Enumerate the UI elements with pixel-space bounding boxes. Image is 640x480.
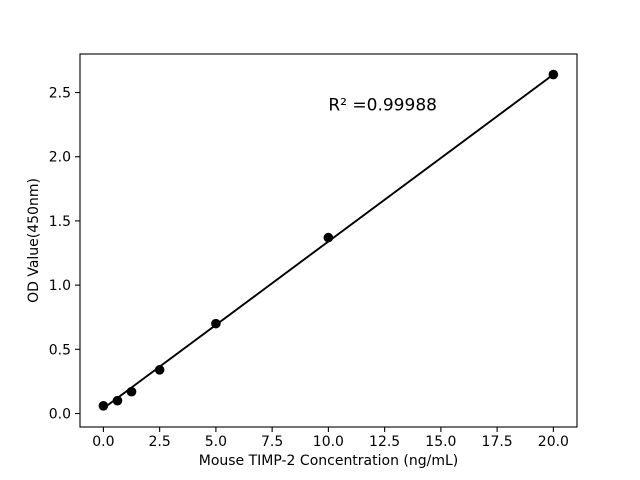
x-axis-ticks: 0.0 2.5 5.0 7.5 10.0 12.5 15.0 17.5 20.0: [92, 427, 569, 450]
data-point: [154, 365, 165, 375]
x-axis-label: Mouse TIMP-2 Concentration (ng/mL): [199, 453, 459, 469]
x-tick-label: 0.0: [92, 434, 114, 450]
y-tick-label: 1.5: [49, 214, 71, 230]
y-tick-label: 0.5: [49, 342, 71, 358]
x-tick-label: 5.0: [205, 434, 227, 450]
data-point: [126, 386, 137, 397]
data-point: [323, 232, 334, 243]
data-series: [98, 69, 559, 411]
y-tick-label: 2.5: [49, 86, 71, 102]
x-tick-label: 20.0: [538, 434, 569, 450]
x-tick-label: 10.0: [313, 434, 344, 450]
y-axis-label: OD Value(450nm): [26, 178, 42, 303]
data-point: [548, 69, 559, 80]
x-tick-label: 7.5: [261, 434, 283, 450]
x-tick-label: 12.5: [369, 434, 400, 450]
y-tick-label: 2.0: [49, 150, 71, 166]
r-squared-annotation: R² =0.99988: [328, 95, 437, 115]
data-point: [98, 401, 109, 411]
data-point: [112, 395, 123, 406]
data-point: [211, 318, 221, 329]
y-axis-ticks: 0.0 0.5 1.0 1.5 2.0 2.5: [49, 86, 80, 423]
x-tick-label: 15.0: [425, 434, 456, 450]
y-tick-label: 1.0: [49, 278, 71, 294]
x-tick-label: 17.5: [482, 434, 513, 450]
y-tick-label: 0.0: [49, 407, 71, 423]
x-tick-label: 2.5: [149, 434, 171, 450]
